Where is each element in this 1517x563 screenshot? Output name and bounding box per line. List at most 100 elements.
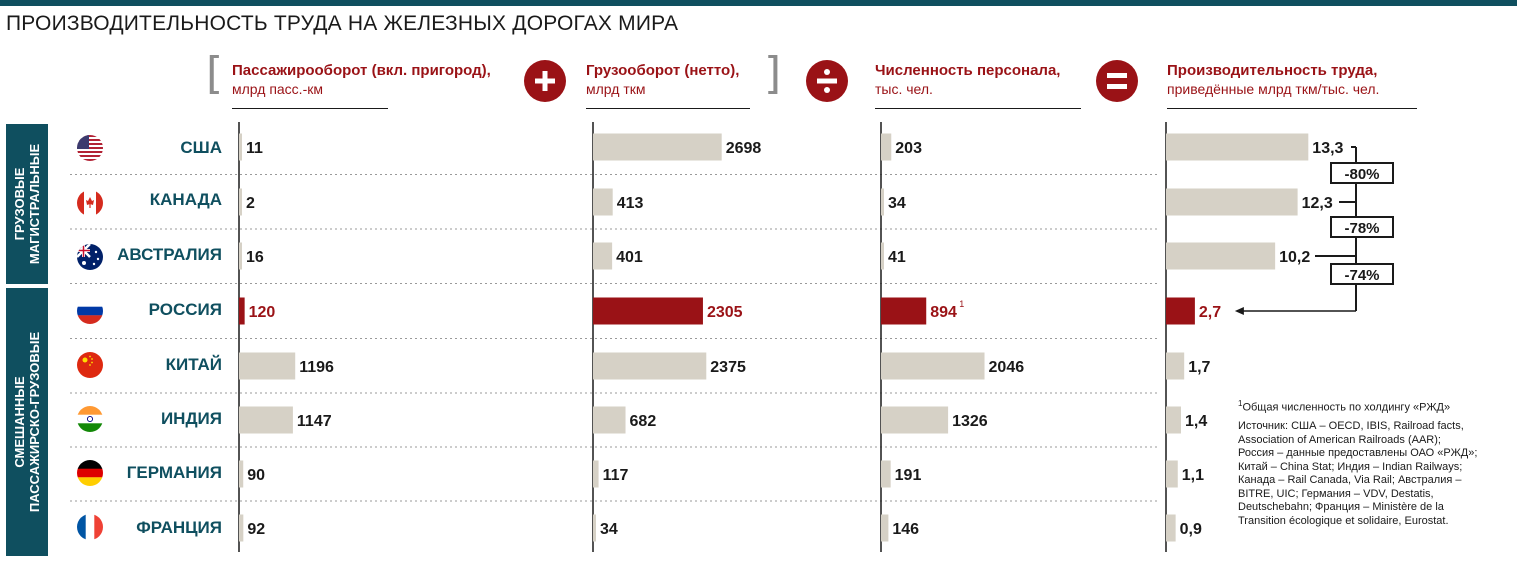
data-label: 13,3 <box>1312 140 1343 157</box>
col1-title: Пассажирооборот (вкл. пригород), <box>232 62 491 79</box>
data-label: 2046 <box>989 359 1025 376</box>
data-label: 16 <box>246 249 264 266</box>
divide-icon <box>806 60 848 102</box>
bar <box>593 297 703 325</box>
bar <box>239 514 244 542</box>
source-line: Association of American Railroads (AAR); <box>1238 433 1441 446</box>
plus-icon <box>524 60 566 102</box>
data-label: 90 <box>247 467 265 484</box>
data-label: 34 <box>600 521 618 538</box>
source-line: BITRE, UIC; Германия – VDV, Destatis, <box>1238 487 1434 500</box>
bar <box>881 188 884 216</box>
data-label: 117 <box>603 467 629 484</box>
chart-title: ПРОИЗВОДИТЕЛЬНОСТЬ ТРУДА НА ЖЕЛЕЗНЫХ ДОР… <box>6 12 679 35</box>
data-label: 0,9 <box>1180 521 1202 538</box>
data-label: 1,7 <box>1188 359 1210 376</box>
data-label: 401 <box>616 249 643 266</box>
data-label: 92 <box>247 521 265 538</box>
country-label-russia: РОССИЯ <box>148 300 222 319</box>
flag-australia-icon <box>77 244 103 270</box>
footnote-mark: 1 <box>959 299 964 309</box>
flag-usa-icon <box>77 135 103 161</box>
data-label: 413 <box>617 195 644 212</box>
data-label: 2,7 <box>1199 304 1221 321</box>
col2-rule <box>586 108 750 109</box>
bar <box>239 352 296 380</box>
bar <box>1166 460 1178 488</box>
bar <box>1166 133 1309 161</box>
bar <box>593 188 613 216</box>
bar <box>239 406 293 434</box>
data-label: 682 <box>630 413 657 430</box>
data-label: 34 <box>888 195 906 212</box>
source-line: Deutschebahn; Франция – Ministère de la <box>1238 501 1444 513</box>
data-label: 146 <box>892 521 919 538</box>
data-label: 12,3 <box>1302 195 1333 212</box>
col4-unit: приведённые млрд ткм/тыс. чел. <box>1167 81 1380 97</box>
col3-unit: тыс. чел. <box>875 81 933 97</box>
arrow-head-icon <box>1234 307 1244 315</box>
top-rule <box>0 0 1517 6</box>
data-label: 1196 <box>299 359 334 376</box>
col3-rule <box>875 108 1081 109</box>
bar <box>881 514 889 542</box>
bar <box>881 406 949 434</box>
bar <box>239 297 245 325</box>
country-label-india: ИНДИЯ <box>160 409 222 428</box>
data-label: 1,1 <box>1182 467 1204 484</box>
group-mixed: СМЕШАННЫЕ ПАССАЖИРСКО-ГРУЗОВЫЕ <box>6 288 48 556</box>
source-line: Россия – данные предоставлены ОАО «РЖД»; <box>1238 447 1478 459</box>
bar <box>593 133 722 161</box>
bar <box>239 133 242 161</box>
comparison-label: -78% <box>1344 220 1379 237</box>
data-label: 894 <box>930 304 957 321</box>
data-label: 2305 <box>707 304 743 321</box>
bar <box>881 133 892 161</box>
bar <box>593 352 707 380</box>
source-line: Transition écologique et solidaire, Euro… <box>1238 514 1449 527</box>
bar <box>1166 514 1176 542</box>
col4-rule <box>1167 108 1417 109</box>
bar <box>881 460 891 488</box>
data-label: 1,4 <box>1185 413 1207 430</box>
bar <box>239 188 242 216</box>
col2-unit: млрд ткм <box>586 81 646 97</box>
bar <box>239 460 244 488</box>
bar <box>593 460 599 488</box>
comparison-label: -80% <box>1344 166 1379 183</box>
data-label: 11 <box>246 140 263 157</box>
bar <box>881 242 884 270</box>
data-label: 2 <box>246 195 255 212</box>
col2-title: Грузооборот (нетто), <box>586 62 740 79</box>
close-bracket: ] <box>764 48 782 99</box>
source-line: Источник: США – OECD, IBIS, Railroad fac… <box>1238 420 1464 432</box>
flag-russia-icon <box>77 298 103 324</box>
country-label-france: ФРАНЦИЯ <box>136 518 222 537</box>
flag-france-icon <box>77 514 103 540</box>
open-bracket: [ <box>206 48 224 99</box>
flag-india-icon <box>77 406 103 432</box>
bar <box>239 242 242 270</box>
country-label-china: КИТАЙ <box>165 355 222 374</box>
equals-icon <box>1096 60 1138 102</box>
country-label-canada: КАНАДА <box>149 190 222 209</box>
group-freight: ГРУЗОВЫЕ МАГИСТРАЛЬНЫЕ <box>6 124 48 284</box>
col1-unit: млрд пасс.-км <box>232 81 323 97</box>
bar <box>593 514 596 542</box>
comparison-box <box>1330 216 1394 238</box>
bar <box>593 242 613 270</box>
bar <box>881 297 927 325</box>
bar <box>1166 242 1276 270</box>
source-line: Канада – Rail Canada, Via Rail; Австрали… <box>1238 474 1462 486</box>
country-label-australia: АВСТРАЛИЯ <box>117 245 222 264</box>
country-label-usa: США <box>180 138 222 157</box>
bar <box>1166 352 1185 380</box>
bar <box>1166 297 1195 325</box>
bar <box>881 352 985 380</box>
data-label: 203 <box>895 140 922 157</box>
data-label: 2698 <box>726 140 762 157</box>
col4-title: Производительность труда, <box>1167 62 1378 79</box>
data-label: 10,2 <box>1279 249 1310 266</box>
bar <box>1166 188 1298 216</box>
